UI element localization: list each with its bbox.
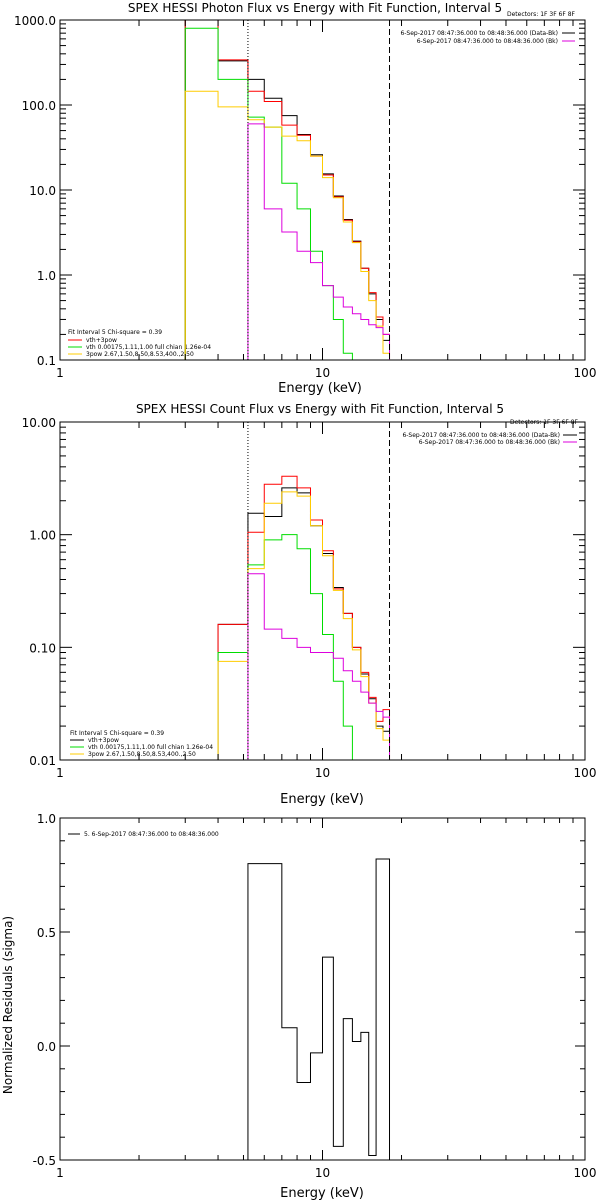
residuals-x-tick-label: 1 [56, 1166, 64, 1180]
count-xlabel: Energy (keV) [280, 792, 364, 807]
photon-fit-legend: Fit Interval 5 Chi-square = 0.39 vth+3po… [68, 329, 211, 358]
count-fit-legend: Fit Interval 5 Chi-square = 0.39 vth+3po… [70, 730, 213, 758]
count-series-vth-3pow [185, 475, 391, 760]
count-flux-title: SPEX HESSI Count Flux vs Energy with Fit… [136, 402, 504, 416]
residuals-y-tick-label: 0.0 [37, 1040, 56, 1054]
photon-flux-title: SPEX HESSI Photon Flux vs Energy with Fi… [128, 1, 502, 15]
residuals-xlabel: Energy (keV) [280, 1186, 364, 1200]
photon-x-tick-label: 100 [574, 366, 597, 380]
photon-series-bk [184, 123, 391, 360]
count-y-tick-label: 10.00 [22, 416, 56, 430]
count-fit-header: Fit Interval 5 Chi-square = 0.39 [70, 730, 164, 737]
residuals-legend: 5. 6-Sep-2017 08:47:36.000 to 08:48:36.0… [68, 831, 219, 838]
count-x-tick-label: 1 [56, 766, 64, 780]
residuals-panel: 5. 6-Sep-2017 08:47:36.000 to 08:48:36.0… [1, 812, 596, 1200]
count-flux-panel: SPEX HESSI Count Flux vs Energy with Fit… [22, 402, 597, 807]
photon-fit-line-1: vth+3pow [86, 337, 117, 344]
residuals-x-tick-label: 10 [315, 1166, 330, 1180]
photon-series-data-bk [184, 20, 391, 360]
photon-detectors-label: Detectors: 1F 3F 6F 8F [507, 11, 576, 18]
count-series-bk [184, 573, 391, 760]
count-x-tick-label: 100 [574, 766, 597, 780]
count-fit-line-2: vth 0.00175,1.11,1.00 full chian 1.26e-0… [88, 744, 213, 751]
photon-y-tick-label: 1.0 [37, 269, 56, 283]
count-axes-frame [59, 421, 586, 761]
photon-x-ticks [59, 20, 574, 360]
photon-axes-frame [59, 19, 586, 361]
photon-time-line-2: 6-Sep-2017 08:47:36.000 to 08:48:36.000 … [417, 38, 558, 45]
photon-time-line-1: 6-Sep-2017 08:47:36.000 to 08:48:36.000 … [400, 30, 558, 37]
count-plot-area [184, 475, 391, 760]
count-time-legend: 6-Sep-2017 08:47:36.000 to 08:48:36.000 … [402, 432, 577, 446]
count-x-ticks [59, 422, 574, 760]
photon-time-legend: 6-Sep-2017 08:47:36.000 to 08:48:36.000 … [400, 30, 575, 45]
count-y-tick-label: 1.00 [29, 529, 56, 543]
count-series-vth [185, 534, 391, 760]
residuals-plot-area [247, 858, 391, 1160]
count-time-line-1: 6-Sep-2017 08:47:36.000 to 08:48:36.000 … [402, 432, 560, 439]
residuals-y-tick-label: 1.0 [37, 812, 56, 826]
count-y-tick-label: 0.10 [29, 641, 56, 655]
residuals-y-ticks [60, 817, 585, 1161]
photon-series-3pow [184, 90, 391, 360]
residuals-series-residuals [247, 858, 391, 1160]
photon-fit-line-2: vth 0.00175,1.11,1.00 full chian 1.26e-0… [86, 344, 211, 351]
photon-flux-panel: SPEX HESSI Photon Flux vs Energy with Fi… [14, 1, 596, 396]
photon-y-tick-label: 10.0 [29, 184, 56, 198]
residuals-x-tick-label: 100 [574, 1166, 597, 1180]
residuals-x-ticks [59, 818, 574, 1160]
count-fit-line-1: vth+3pow [88, 737, 119, 744]
photon-x-tick-label: 10 [315, 366, 330, 380]
count-y-tick-label: 0.01 [29, 754, 56, 768]
photon-x-tick-label: 1 [56, 366, 64, 380]
photon-series-vth-3pow [184, 20, 391, 360]
photon-plot-area [184, 20, 391, 360]
photon-y-tick-label: 1000.0 [14, 14, 56, 28]
residuals-y-tick-label: 0.5 [37, 926, 56, 940]
residuals-ylabel: Normalized Residuals (sigma) [1, 916, 15, 1094]
count-series-data-bk [185, 487, 391, 760]
count-time-line-2: 6-Sep-2017 08:47:36.000 to 08:48:36.000 … [419, 439, 560, 446]
photon-xlabel: Energy (keV) [278, 381, 362, 396]
residuals-legend-text: 5. 6-Sep-2017 08:47:36.000 to 08:48:36.0… [84, 831, 219, 838]
photon-y-ticks [60, 23, 585, 361]
photon-y-tick-label: 0.1 [37, 354, 56, 368]
count-series-3pow [185, 491, 391, 760]
count-fit-line-3: 3pow 2.67,1.50,8.50,8.53,400.,2.50 [88, 751, 196, 758]
residuals-y-tick-label: -0.5 [33, 1154, 56, 1168]
count-y-ticks [60, 426, 585, 761]
photon-y-tick-label: 100.0 [22, 99, 56, 113]
photon-fit-header: Fit Interval 5 Chi-square = 0.39 [68, 329, 162, 336]
photon-fit-line-3: 3pow 2.67,1.50,8.50,8.53,400.,2.50 [86, 351, 194, 358]
count-x-tick-label: 10 [315, 766, 330, 780]
